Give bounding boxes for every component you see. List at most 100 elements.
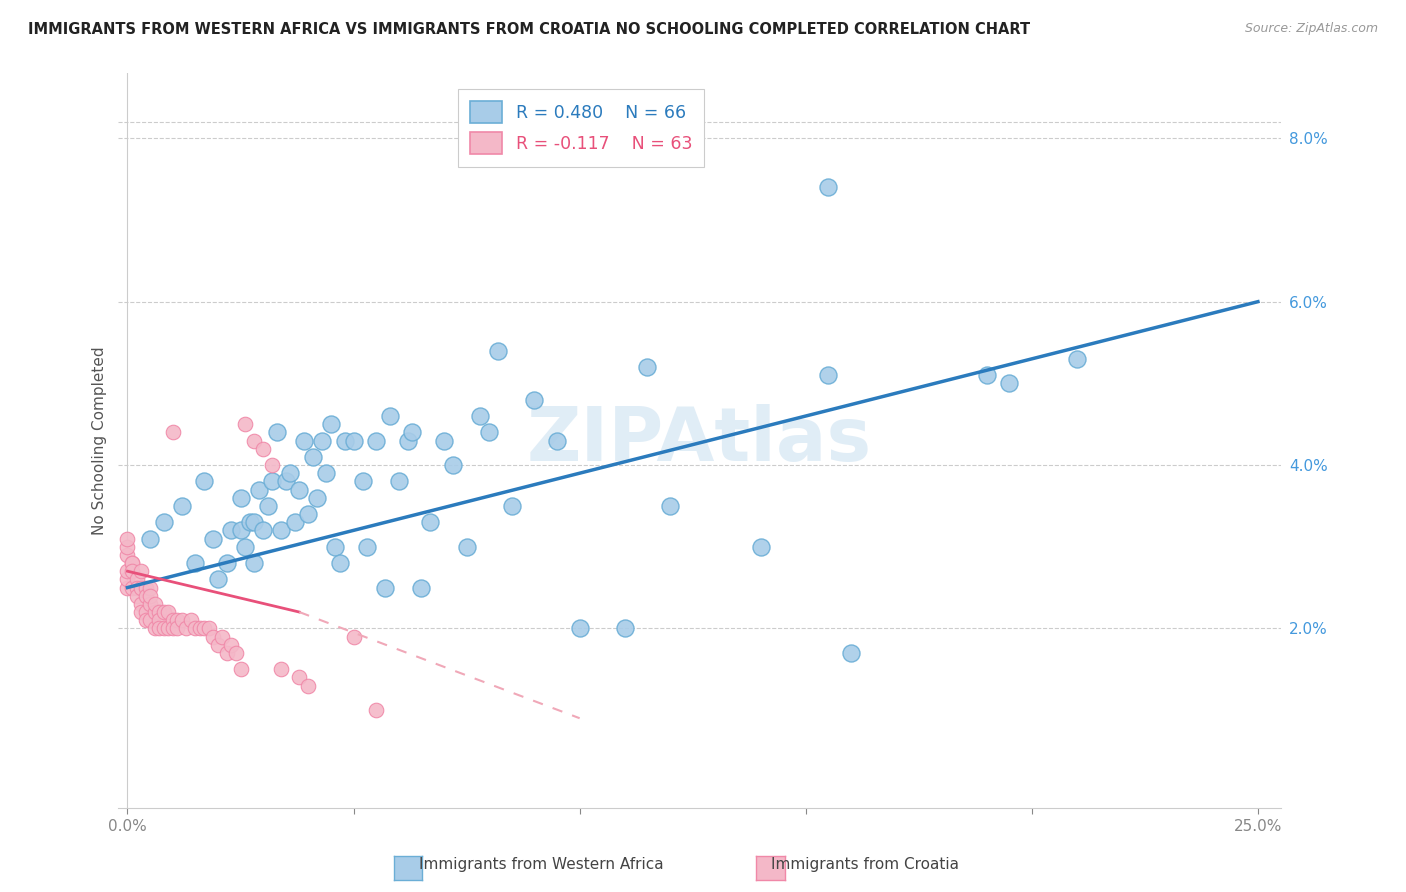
Point [125,589,148,603]
Point [311,434,333,448]
Text: Immigrants from Western Africa: Immigrants from Western Africa [419,857,664,872]
Point [193,621,215,635]
Point [229,662,252,676]
Point [215,646,238,660]
Point [486,343,509,358]
Point [207,573,229,587]
Point [297,507,319,521]
Point [243,556,266,570]
Y-axis label: No Schooling Completed: No Schooling Completed [93,346,107,535]
Text: Immigrants from Croatia: Immigrants from Croatia [770,857,959,872]
Point [243,434,266,448]
Point [433,434,456,448]
Point [198,621,221,635]
Point [202,630,225,644]
Point [470,409,492,423]
Point [613,621,636,635]
Point [523,392,546,407]
Point [333,434,356,448]
Point [143,621,166,635]
Point [478,425,501,440]
Point [148,613,170,627]
Point [839,646,862,660]
Point [252,524,274,538]
Point [274,475,297,489]
Point [184,556,207,570]
Point [121,564,143,578]
Point [162,621,184,635]
Point [157,621,180,635]
Point [152,515,174,529]
Point [243,515,266,529]
Point [976,368,998,383]
Point [456,540,478,554]
Point [143,597,166,611]
Point [374,581,396,595]
Point [139,613,162,627]
Point [121,556,143,570]
Point [148,605,170,619]
Point [193,475,215,489]
Point [401,425,423,440]
Point [302,450,325,464]
Point [307,491,329,505]
Point [221,638,243,652]
Text: ZIPAtlas: ZIPAtlas [527,404,872,477]
Point [162,425,184,440]
Point [297,679,319,693]
Point [356,540,378,554]
Point [117,540,139,554]
Point [998,376,1021,391]
Point [247,483,270,497]
Point [419,515,441,529]
Point [139,532,162,546]
Point [229,524,252,538]
Point [188,621,211,635]
Point [262,458,284,472]
Point [184,621,207,635]
Point [125,573,148,587]
Point [157,605,180,619]
Point [143,605,166,619]
Point [319,417,342,432]
Point [148,621,170,635]
Point [129,564,152,578]
Text: Source: ZipAtlas.com: Source: ZipAtlas.com [1244,22,1378,36]
Point [233,540,256,554]
Point [229,491,252,505]
Legend: R = 0.480    N = 66, R = -0.117    N = 63: R = 0.480 N = 66, R = -0.117 N = 63 [458,89,704,167]
Point [117,573,139,587]
Point [352,475,374,489]
Point [202,532,225,546]
Point [125,581,148,595]
Point [342,434,364,448]
Point [659,499,682,513]
Point [411,581,433,595]
Point [117,564,139,578]
Point [211,630,233,644]
Point [233,417,256,432]
Point [215,556,238,570]
Point [170,613,193,627]
Point [284,515,307,529]
Point [225,646,247,660]
Point [378,409,401,423]
Point [270,524,292,538]
Point [180,613,202,627]
Point [292,434,315,448]
Point [278,466,301,480]
Point [135,613,157,627]
Point [501,499,523,513]
Point [129,605,152,619]
Point [388,475,411,489]
Point [396,434,419,448]
Point [207,638,229,652]
Point [817,368,839,383]
Point [174,621,197,635]
Point [166,621,188,635]
Point [329,556,352,570]
Point [162,613,184,627]
Point [288,670,311,684]
Point [266,425,288,440]
Point [152,605,174,619]
